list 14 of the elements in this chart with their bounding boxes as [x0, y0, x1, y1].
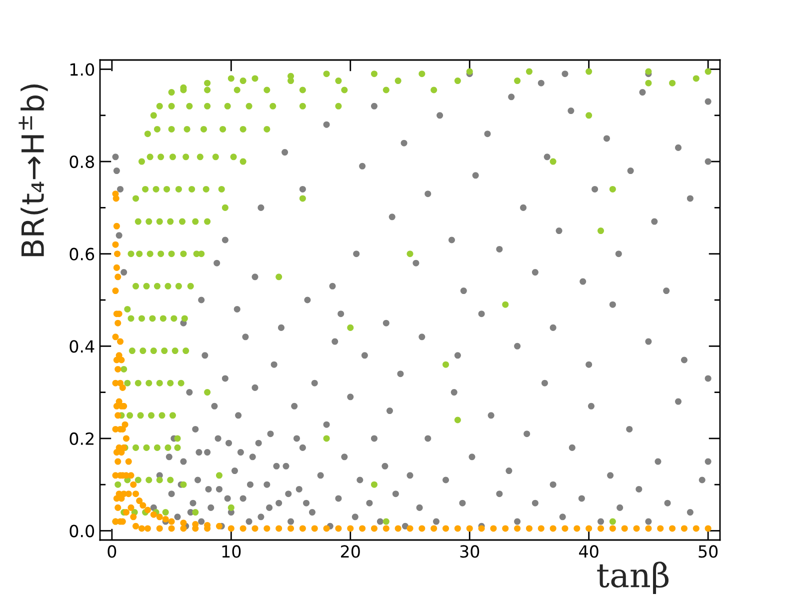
y-axis-title: BR(t₄→H$^{±}$b): [18, 84, 48, 256]
y-tick-label: 0.0: [70, 524, 94, 538]
y-tick-label: 1.0: [70, 63, 94, 76]
y-tick-label: 0.6: [70, 248, 94, 260]
x-axis-title: tanβ: [597, 562, 669, 594]
x-tick-label: 10: [222, 545, 241, 558]
y-tick-label: 0.2: [70, 432, 94, 446]
x-tick-label: 40: [579, 545, 598, 558]
x-tick-label: 0: [108, 545, 116, 558]
y-tick-label: 0.8: [70, 156, 94, 168]
x-tick-label: 50: [698, 545, 718, 558]
x-tick-label: 30: [460, 545, 480, 558]
x-tick-label: 20: [341, 545, 360, 558]
y-tick-label: 0.4: [70, 340, 94, 353]
